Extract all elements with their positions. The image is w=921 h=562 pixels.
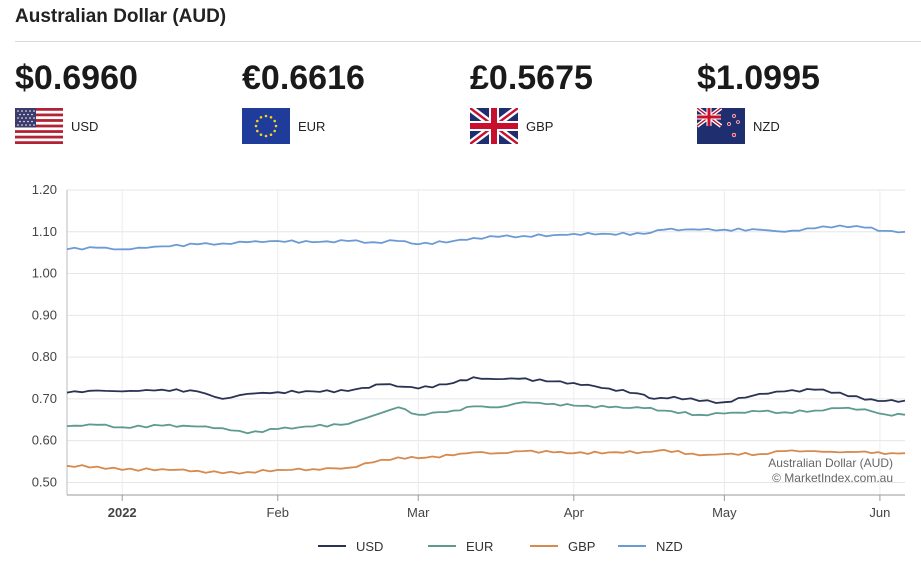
- rate-card-nzd: $1.0995 NZD: [697, 58, 917, 144]
- y-tick-label: 1.20: [32, 182, 57, 197]
- series-line-usd: [66, 376, 906, 404]
- legend-label-usd: USD: [356, 539, 383, 554]
- gbp-code: GBP: [526, 118, 554, 134]
- y-tick-label: 0.70: [32, 391, 57, 406]
- x-tick-label: Mar: [407, 505, 430, 520]
- title-divider: [15, 41, 921, 42]
- aud-line-chart: 0.50 0.60 0.70 0.80 0.90 1.00 1.10 1.20 2022 Feb M…: [32, 182, 906, 554]
- y-tick-label: 1.10: [32, 224, 57, 239]
- legend-label-nzd: NZD: [656, 539, 683, 554]
- chart-credit: Australian Dollar (AUD): [768, 456, 893, 470]
- eur-price: €0.6616: [242, 59, 365, 97]
- usd-price: $0.6960: [15, 59, 138, 97]
- rate-card-usd: $0.6960 USD: [15, 58, 235, 144]
- nzd-code: NZD: [753, 118, 780, 134]
- x-tick-label: 2022: [108, 505, 137, 520]
- series-line-nzd: [66, 224, 906, 251]
- x-tick-label: May: [712, 505, 737, 520]
- usd-code: USD: [71, 118, 99, 134]
- y-tick-label: 0.80: [32, 349, 57, 364]
- y-tick-label: 1.00: [32, 266, 57, 281]
- gbp-price: £0.5675: [470, 59, 593, 97]
- y-tick-label: 0.60: [32, 433, 57, 448]
- series-line-gbp: [66, 449, 906, 475]
- uk-flag-icon: [470, 108, 518, 144]
- x-tick-label: Apr: [564, 505, 585, 520]
- us-flag-icon: [15, 108, 63, 144]
- eur-code: EUR: [298, 118, 326, 134]
- x-tick-label: Feb: [267, 505, 289, 520]
- nz-flag-icon: [697, 108, 745, 144]
- rate-card-eur: €0.6616 EUR: [242, 58, 462, 144]
- x-tick-label: Jun: [869, 505, 890, 520]
- chart-credit: © MarketIndex.com.au: [772, 471, 893, 485]
- y-tick-label: 0.90: [32, 307, 57, 322]
- legend-label-eur: EUR: [466, 539, 493, 554]
- y-tick-label: 0.50: [32, 474, 57, 489]
- page-title: Australian Dollar (AUD): [15, 6, 227, 27]
- eu-flag-icon: [242, 108, 290, 144]
- rate-card-gbp: £0.5675 GBP: [470, 58, 690, 144]
- series-line-eur: [66, 401, 906, 435]
- nzd-price: $1.0995: [697, 59, 820, 97]
- legend-label-gbp: GBP: [568, 539, 595, 554]
